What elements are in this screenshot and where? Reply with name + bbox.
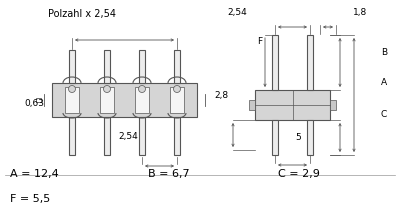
Bar xyxy=(255,90,330,120)
Text: A = 12,4: A = 12,4 xyxy=(10,169,59,179)
Text: Polzahl x 2,54: Polzahl x 2,54 xyxy=(48,9,116,19)
Bar xyxy=(36,98,40,102)
Bar xyxy=(170,87,184,113)
Bar xyxy=(69,50,75,83)
Bar xyxy=(249,100,255,110)
Text: C = 2,9: C = 2,9 xyxy=(278,169,320,179)
Text: 0,63: 0,63 xyxy=(25,99,45,108)
Bar xyxy=(307,120,313,155)
Bar xyxy=(100,87,114,113)
Text: 2,54: 2,54 xyxy=(228,8,247,16)
Text: 2,54: 2,54 xyxy=(118,132,138,141)
Text: 2,8: 2,8 xyxy=(215,91,229,99)
Bar xyxy=(174,117,180,155)
Text: A: A xyxy=(381,78,387,87)
Bar xyxy=(135,87,149,113)
Text: 1,8: 1,8 xyxy=(353,8,367,16)
Circle shape xyxy=(68,86,76,92)
Circle shape xyxy=(174,86,180,92)
Bar xyxy=(272,120,278,155)
Bar xyxy=(272,35,278,90)
Bar xyxy=(52,83,197,117)
Bar xyxy=(104,117,110,155)
Bar xyxy=(174,50,180,83)
Bar xyxy=(65,87,79,113)
Bar xyxy=(139,50,145,83)
Bar xyxy=(330,100,336,110)
Text: F = 5,5: F = 5,5 xyxy=(10,194,50,204)
Text: B = 6,7: B = 6,7 xyxy=(148,169,190,179)
Bar xyxy=(69,117,75,155)
Bar xyxy=(104,50,110,83)
Text: C: C xyxy=(381,110,387,119)
Text: F: F xyxy=(258,37,262,46)
Circle shape xyxy=(104,86,110,92)
Circle shape xyxy=(138,86,146,92)
Text: B: B xyxy=(381,48,387,57)
Text: 5: 5 xyxy=(295,133,301,142)
Bar xyxy=(307,35,313,90)
Bar xyxy=(139,117,145,155)
